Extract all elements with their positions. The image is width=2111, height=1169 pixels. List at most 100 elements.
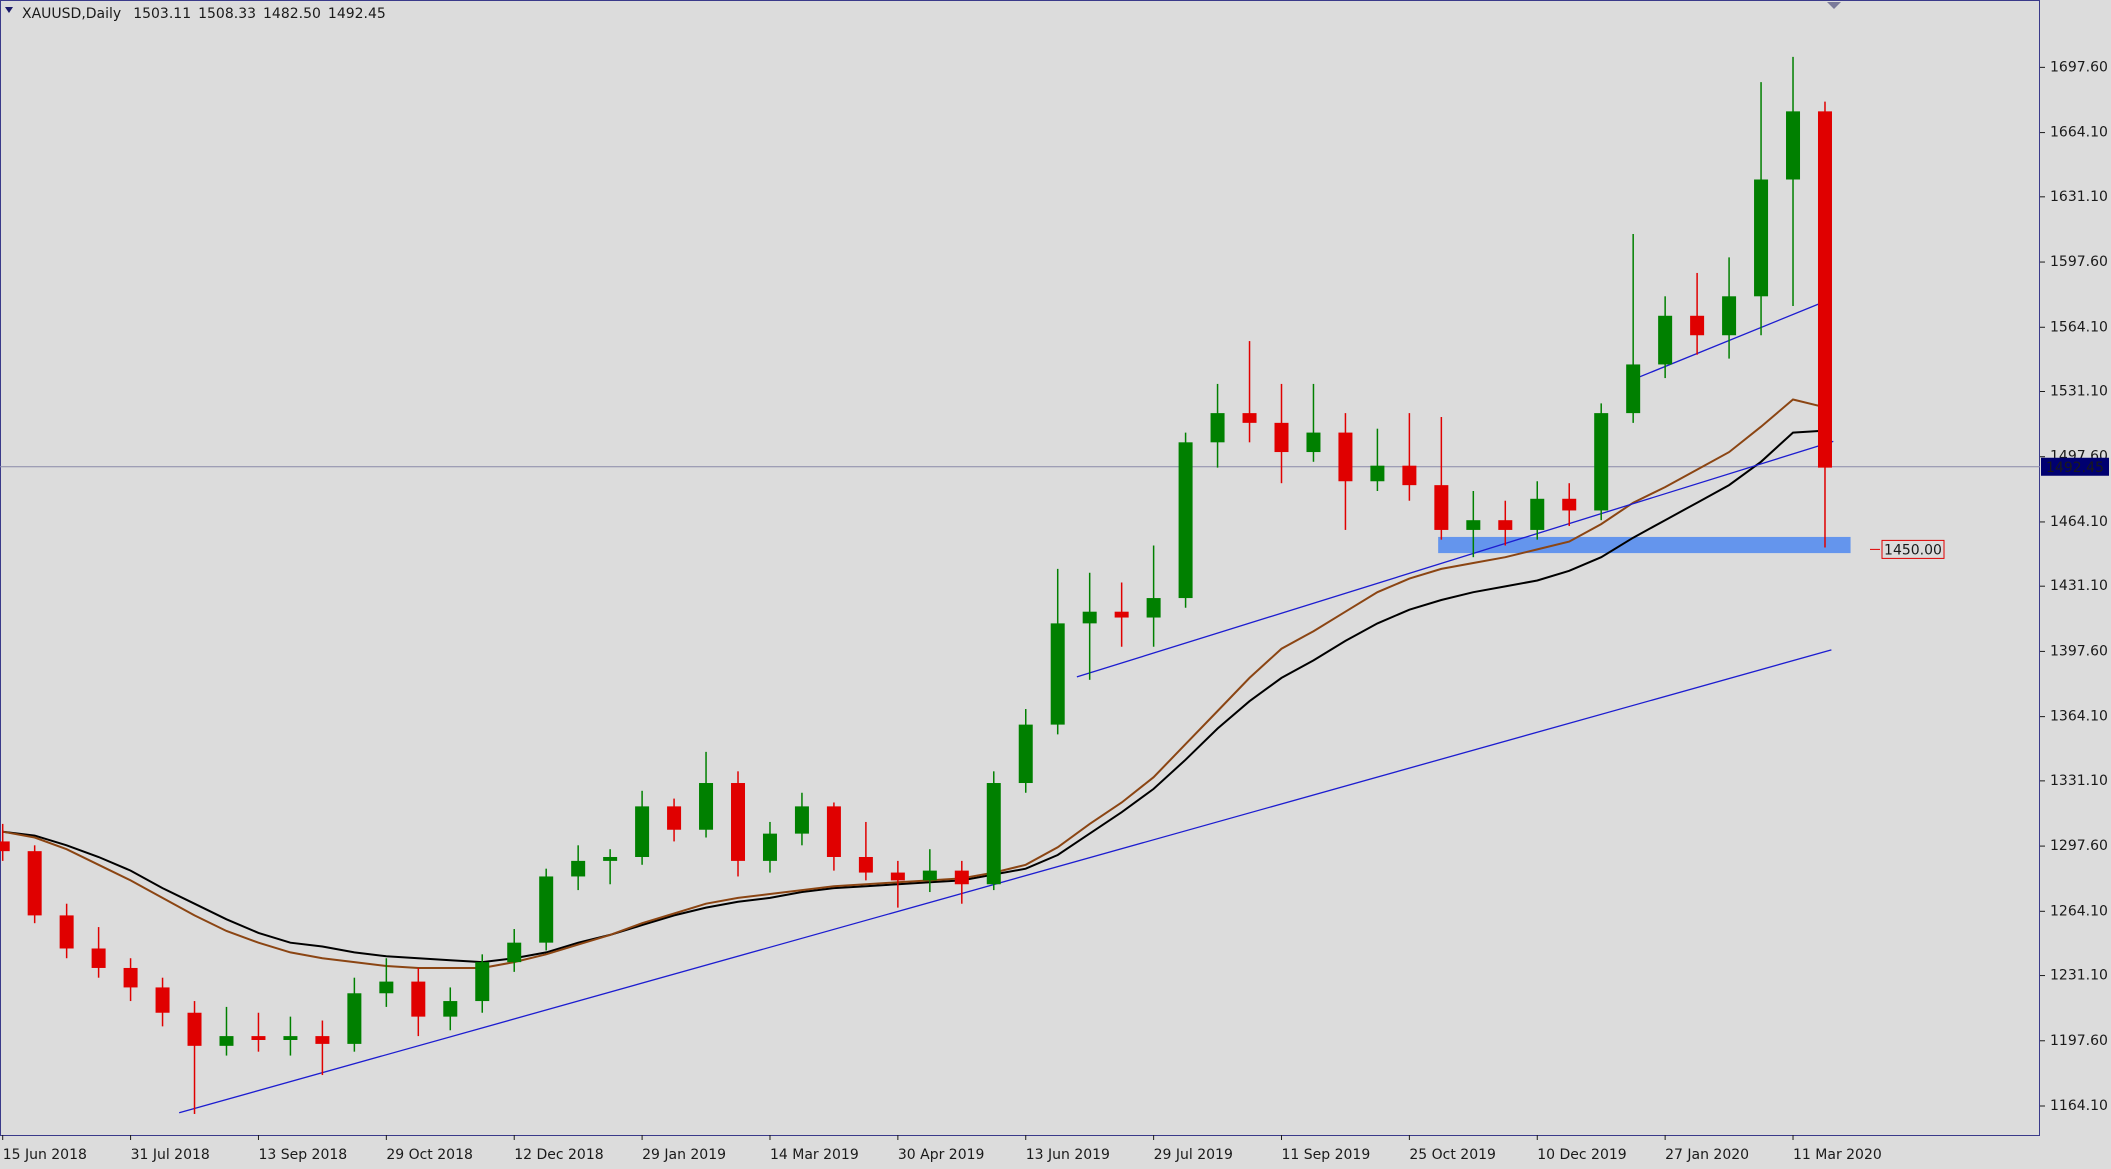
- trendline: [1076, 440, 1834, 678]
- candle-body: [1274, 422, 1289, 453]
- y-tick-label: 1531.10: [2050, 384, 2108, 400]
- candle-body: [1210, 413, 1225, 443]
- candle-body: [1690, 315, 1705, 336]
- candle-body: [1050, 623, 1065, 725]
- candle-body: [347, 993, 362, 1044]
- annotation-box: [1881, 539, 1945, 559]
- x-tick-label: 29 Jul 2019: [1154, 1147, 1233, 1163]
- candle-body: [0, 841, 10, 852]
- candle-body: [1402, 465, 1417, 486]
- candle-body: [1018, 724, 1033, 784]
- candle-body: [667, 806, 682, 830]
- candle-body: [59, 915, 74, 949]
- symbol-title: XAUUSD,Daily: [22, 6, 121, 22]
- header-price: 1482.50: [263, 6, 321, 22]
- candle-body: [922, 870, 937, 881]
- candle-body: [155, 987, 170, 1013]
- candle-body: [1562, 498, 1577, 511]
- header-price: 1503.11: [133, 6, 191, 22]
- plot-frame: [0, 0, 2040, 1136]
- candle-body: [1786, 111, 1801, 180]
- y-tick-label: 1697.60: [2050, 59, 2108, 75]
- y-tick-label: 1164.10: [2050, 1098, 2108, 1114]
- candle-body: [315, 1036, 330, 1044]
- candle-body: [890, 872, 905, 881]
- x-tick-label: 30 Apr 2019: [898, 1147, 985, 1163]
- x-tick-label: 29 Oct 2018: [386, 1147, 473, 1163]
- candle-body: [731, 783, 746, 861]
- candle-body: [1722, 296, 1737, 336]
- menu-arrow[interactable]: [5, 7, 13, 13]
- x-tick-label: 13 Sep 2018: [258, 1147, 347, 1163]
- trendline: [178, 649, 1832, 1114]
- y-tick-label: 1464.10: [2050, 514, 2108, 530]
- candle-body: [571, 860, 586, 877]
- candle-body: [187, 1012, 202, 1046]
- candle-body: [219, 1036, 234, 1046]
- candle-body: [1338, 432, 1353, 482]
- candle-body: [954, 870, 969, 885]
- header-price: 1492.45: [328, 6, 386, 22]
- candle-body: [794, 806, 809, 834]
- candle-body: [443, 1001, 458, 1017]
- y-tick-label: 1197.60: [2050, 1033, 2108, 1049]
- candle-body: [507, 942, 522, 963]
- candle-body: [91, 948, 106, 968]
- candle-body: [1242, 413, 1257, 423]
- x-tick-label: 13 Jun 2019: [1026, 1147, 1110, 1163]
- candle-body: [539, 876, 554, 943]
- y-tick-label: 1597.60: [2050, 254, 2108, 270]
- candle-body: [1114, 611, 1129, 618]
- candle-body: [1498, 520, 1513, 530]
- candle-body: [699, 783, 714, 830]
- candle-body: [1466, 520, 1481, 530]
- candle-body: [1626, 364, 1641, 414]
- y-tick-label: 1297.60: [2050, 838, 2108, 854]
- x-tick-label: 27 Jan 2020: [1665, 1147, 1749, 1163]
- candle-body: [986, 783, 1001, 885]
- candle-body: [603, 856, 618, 861]
- candle-body: [123, 967, 138, 988]
- candle-body: [411, 981, 426, 1017]
- y-tick-label: 1564.10: [2050, 319, 2108, 335]
- y-tick-label: 1631.10: [2050, 189, 2108, 205]
- trendline: [1629, 302, 1823, 382]
- shift-marker: [1827, 2, 1841, 9]
- y-tick-label: 1264.10: [2050, 903, 2108, 919]
- x-tick-label: 10 Dec 2019: [1537, 1147, 1626, 1163]
- moving-average: [2, 398, 1826, 969]
- price-box-label: 1492.45: [2046, 460, 2104, 476]
- header-price: 1508.33: [198, 6, 256, 22]
- y-tick-label: 1431.10: [2050, 578, 2108, 594]
- candle-body: [379, 981, 394, 994]
- x-tick-label: 31 Jul 2018: [131, 1147, 210, 1163]
- y-tick-label: 1331.10: [2050, 773, 2108, 789]
- candle-body: [1594, 413, 1609, 511]
- candle-body: [251, 1036, 266, 1040]
- candle-body: [1658, 315, 1673, 365]
- candle-body: [27, 851, 42, 916]
- moving-average: [2, 429, 1826, 964]
- x-tick-label: 11 Mar 2020: [1793, 1147, 1882, 1163]
- y-tick-label: 1364.10: [2050, 709, 2108, 725]
- y-tick-label: 1397.60: [2050, 643, 2108, 659]
- y-tick-label: 1231.10: [2050, 968, 2108, 984]
- candle-body: [858, 856, 873, 873]
- candle-body: [1178, 442, 1193, 599]
- price-box: [2041, 457, 2109, 476]
- header: XAUUSD,Daily 1503.11 1508.33 1482.50 1492.45: [22, 6, 386, 22]
- candle-body: [1530, 498, 1545, 530]
- x-tick-label: 11 Sep 2019: [1282, 1147, 1371, 1163]
- candle-body: [1817, 111, 1832, 468]
- x-tick-label: 29 Jan 2019: [642, 1147, 726, 1163]
- candle-body: [475, 962, 490, 1002]
- x-tick-label: 12 Dec 2018: [514, 1147, 603, 1163]
- candle-body: [1370, 465, 1385, 482]
- annotation-label: 1450.00: [1884, 542, 1942, 558]
- x-tick-label: 15 Jun 2018: [3, 1147, 87, 1163]
- candle-body: [1146, 598, 1161, 618]
- candle-body: [762, 833, 777, 861]
- candle-body: [826, 806, 841, 857]
